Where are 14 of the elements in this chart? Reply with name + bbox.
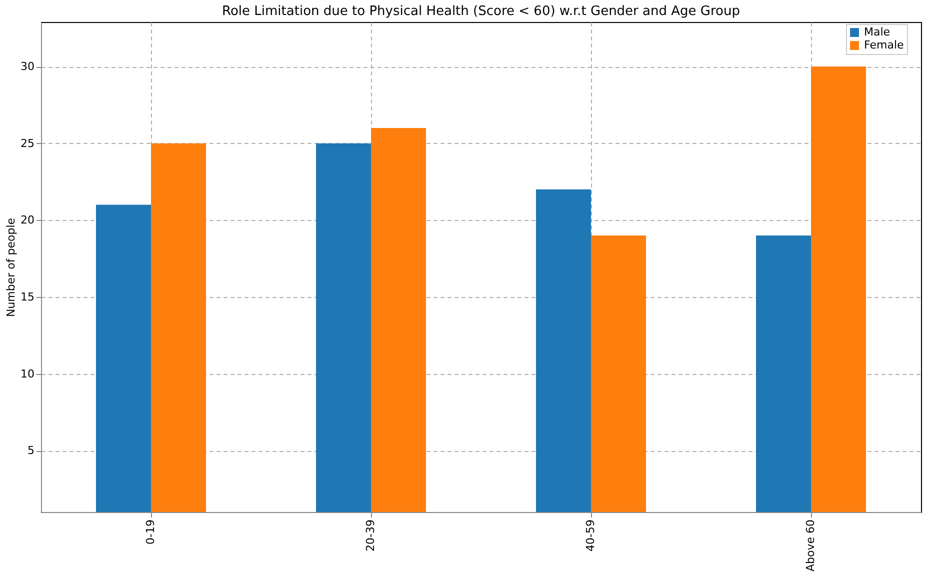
- y-tick-label: 30: [20, 60, 34, 74]
- y-axis-title: Number of people: [4, 218, 18, 318]
- legend-label: Female: [864, 38, 904, 52]
- y-tick-label: 10: [20, 367, 34, 380]
- chart-title: Role Limitation due to Physical Health (Score < 60) w.r.t Gender and Age Group: [222, 4, 740, 19]
- y-tick-label: 20: [20, 214, 34, 227]
- x-tick-label: Above 60: [804, 520, 817, 572]
- y-tick-label: 15: [20, 290, 34, 304]
- x-tick-label: 20-39: [364, 520, 377, 552]
- y-tick-label: 5: [28, 444, 34, 458]
- legend-label: Male: [864, 26, 890, 38]
- x-tick-label: 40-59: [584, 520, 597, 552]
- y-tick-label: 25: [20, 136, 34, 150]
- x-tick-label: 0-19: [144, 520, 157, 544]
